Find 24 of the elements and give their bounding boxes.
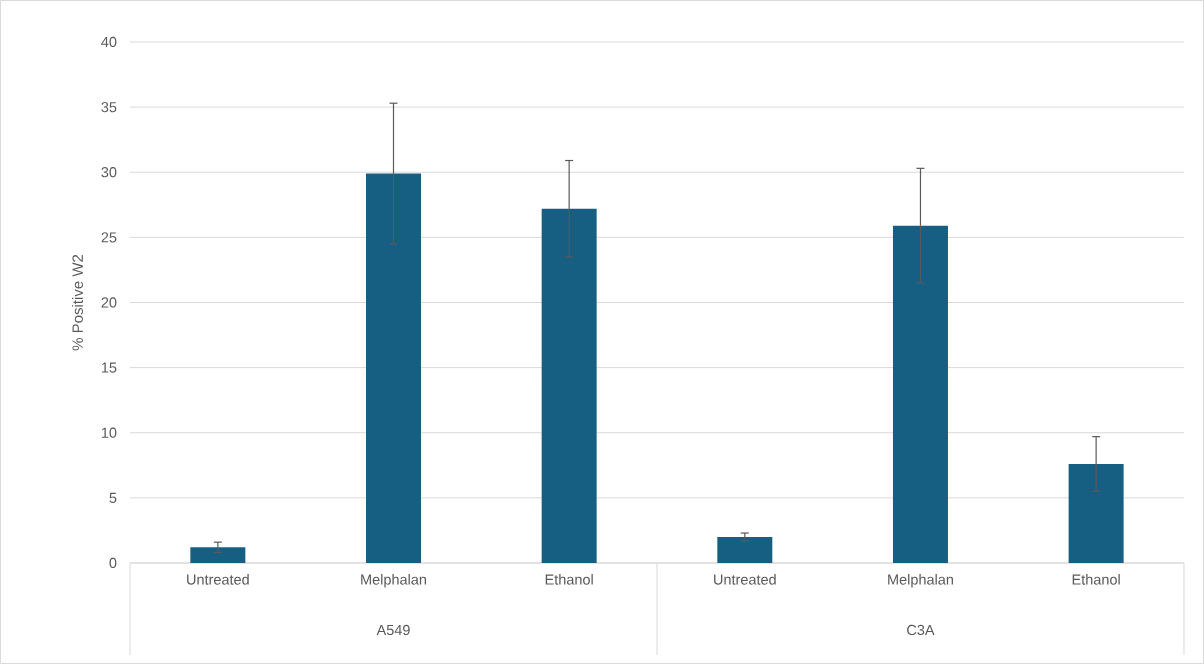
bar — [190, 547, 246, 563]
y-tick-label: 30 — [101, 167, 117, 178]
y-tick-label: 15 — [101, 362, 117, 373]
bar — [892, 225, 948, 563]
x-tick-label: Melphalan — [888, 574, 953, 588]
x-tick-label: Untreated — [187, 574, 249, 585]
x-tick-label: Ethanol — [1072, 574, 1120, 585]
y-tick-label: 20 — [101, 297, 117, 308]
y-tick-label: 25 — [101, 232, 117, 243]
y-tick-label: 35 — [101, 101, 117, 113]
bar — [717, 536, 773, 563]
y-tick-label: 5 — [109, 492, 117, 503]
x-tick-label: Untreated — [714, 574, 776, 585]
text: C3A — [907, 624, 935, 636]
text: A549 — [376, 624, 410, 636]
y-tick-label: 0 — [109, 557, 117, 569]
y-tick-label: 10 — [101, 427, 117, 438]
y-axis-title: % Positive W2 — [71, 254, 83, 351]
bar — [366, 173, 421, 563]
y-tick-label: 40 — [101, 36, 117, 48]
x-tick-label: Melphalan — [361, 574, 426, 588]
bar — [541, 208, 597, 563]
x-tick-label: Ethanol — [545, 574, 593, 585]
bar — [1068, 464, 1124, 563]
